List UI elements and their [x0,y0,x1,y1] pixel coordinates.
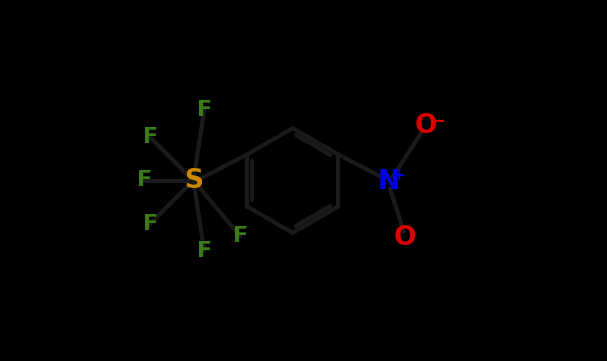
Text: F: F [232,226,248,247]
Text: F: F [197,100,212,120]
Text: −: − [431,111,445,129]
Text: F: F [197,241,212,261]
Text: F: F [143,214,158,234]
Text: O: O [393,225,416,251]
Text: S: S [184,168,203,193]
Text: F: F [137,170,152,191]
Text: N: N [378,169,399,195]
Text: F: F [143,127,158,147]
Text: O: O [415,113,438,139]
Text: +: + [392,168,405,183]
